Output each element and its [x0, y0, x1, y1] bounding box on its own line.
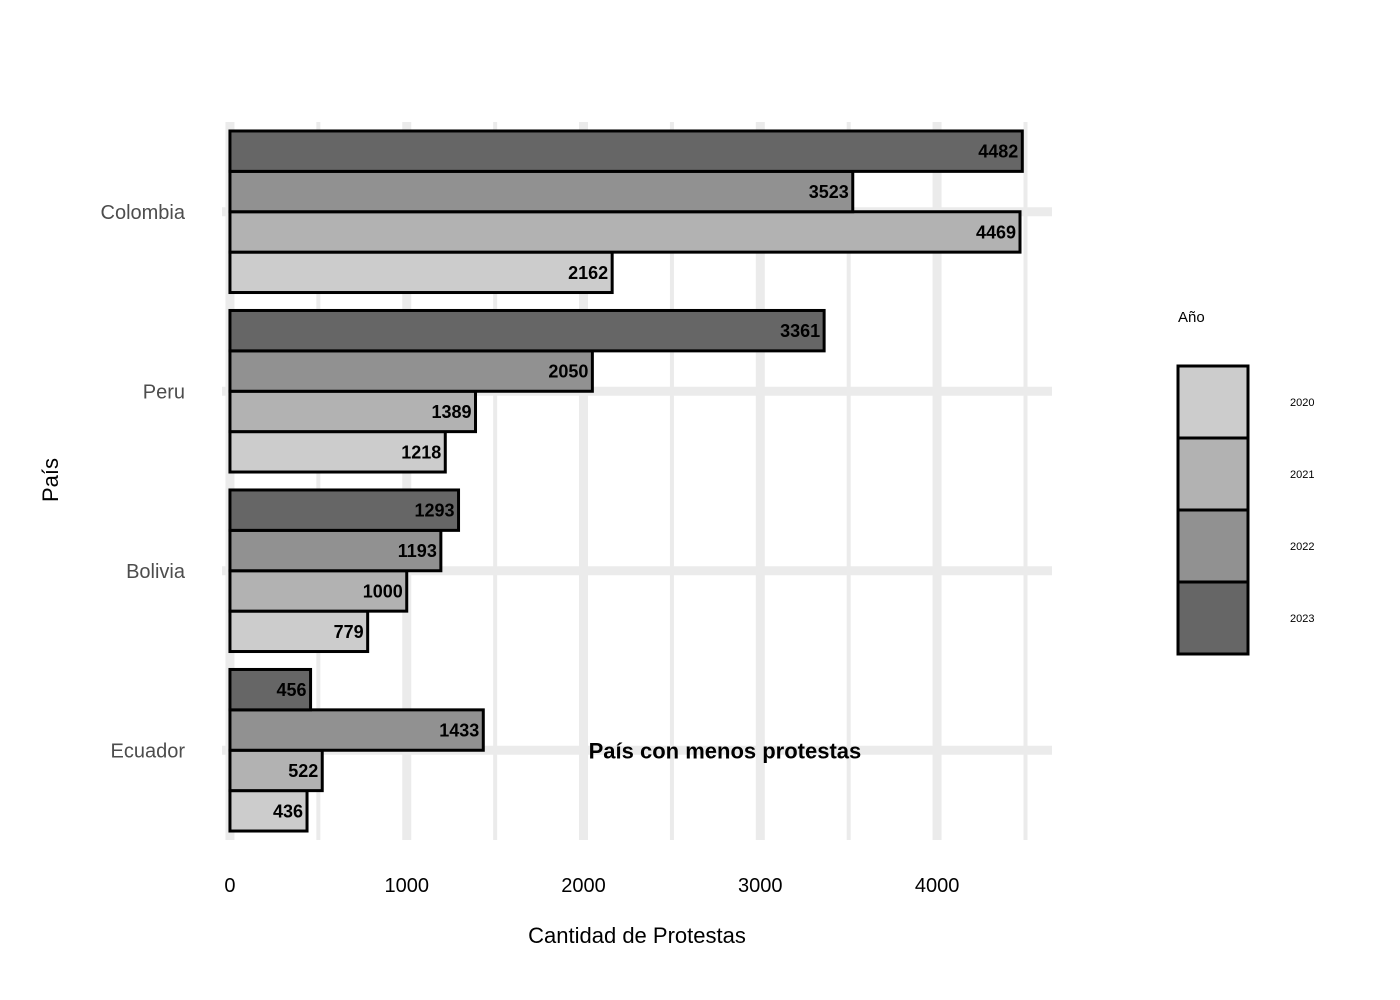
- data-label-peru-2020: 1218: [401, 442, 441, 462]
- x-tick-label: 0: [224, 875, 235, 897]
- data-label-peru-2022: 2050: [548, 362, 588, 382]
- bar-peru-2020: [228, 430, 447, 474]
- bar-peru-2022: [228, 349, 594, 393]
- bar-ecuador-2022: [228, 708, 485, 752]
- data-label-bolivia-2022: 1193: [398, 541, 437, 561]
- legend-key-2022: [1176, 508, 1250, 584]
- data-label-peru-2023: 3361: [780, 321, 820, 341]
- bars: [228, 129, 1024, 833]
- bar-colombia-2022: [228, 169, 855, 214]
- annotation-text: País con menos protestas: [589, 738, 862, 763]
- x-axis-tick-labels: 0 1000 2000 3000 4000: [224, 875, 959, 897]
- data-labels: 2162 4469 3523 4482 1218 1389 2050 3361 779 1000 1…: [273, 142, 1018, 822]
- legend-title: Año: [1178, 309, 1205, 326]
- bar-colombia-2021: [228, 210, 1022, 254]
- bar-peru-2021: [228, 389, 478, 434]
- bar-ecuador-2021: [228, 748, 324, 793]
- y-axis-tick-labels: Colombia Peru Bolivia Ecuador: [101, 202, 186, 763]
- data-label-colombia-2022: 3523: [809, 182, 849, 202]
- legend-label-2021: 2021: [1290, 469, 1314, 481]
- legend-key-2021: [1176, 436, 1250, 512]
- data-label-ecuador-2023: 456: [277, 680, 307, 700]
- legend-key-2023: [1176, 580, 1250, 656]
- data-label-colombia-2020: 2162: [568, 263, 608, 283]
- bar-bolivia-2020: [228, 609, 370, 654]
- data-label-bolivia-2021: 1000: [363, 581, 403, 601]
- legend-key-2020: [1176, 364, 1250, 440]
- y-tick-label-bolivia: Bolivia: [126, 561, 186, 583]
- y-tick-label-peru: Peru: [143, 381, 185, 403]
- legend-label-2020: 2020: [1290, 397, 1314, 409]
- data-label-ecuador-2022: 1433: [439, 721, 479, 741]
- data-label-colombia-2023: 4482: [978, 142, 1018, 162]
- bar-colombia-2020: [228, 250, 614, 295]
- bar-bolivia-2022: [228, 528, 443, 573]
- data-label-bolivia-2020: 779: [334, 622, 364, 642]
- legend-items: 2020 2021 2022 2023: [1176, 364, 1314, 656]
- data-label-ecuador-2020: 436: [273, 801, 303, 821]
- data-label-ecuador-2021: 522: [288, 761, 318, 781]
- data-label-colombia-2021: 4469: [976, 222, 1016, 242]
- bar-bolivia-2021: [228, 569, 409, 613]
- legend-label-2022: 2022: [1290, 541, 1314, 553]
- bar-ecuador-2023: [228, 667, 313, 712]
- legend: Año 2020 2021 2022 2023: [1176, 309, 1314, 656]
- bar-peru-2023: [228, 308, 826, 353]
- y-tick-label-ecuador: Ecuador: [111, 740, 186, 762]
- bar-bolivia-2023: [228, 488, 461, 532]
- x-tick-label: 4000: [915, 875, 960, 897]
- legend-label-2023: 2023: [1290, 613, 1314, 625]
- x-tick-label: 2000: [561, 875, 606, 897]
- data-label-bolivia-2023: 1293: [414, 501, 454, 521]
- y-tick-label-colombia: Colombia: [101, 202, 186, 224]
- x-axis-title: Cantidad de Protestas: [528, 923, 746, 948]
- y-axis-title: País: [38, 458, 63, 502]
- bar-ecuador-2020: [228, 789, 309, 833]
- x-tick-label: 1000: [384, 875, 429, 897]
- x-tick-label: 3000: [738, 875, 783, 897]
- bar-colombia-2023: [228, 129, 1024, 173]
- data-label-peru-2021: 1389: [431, 402, 471, 422]
